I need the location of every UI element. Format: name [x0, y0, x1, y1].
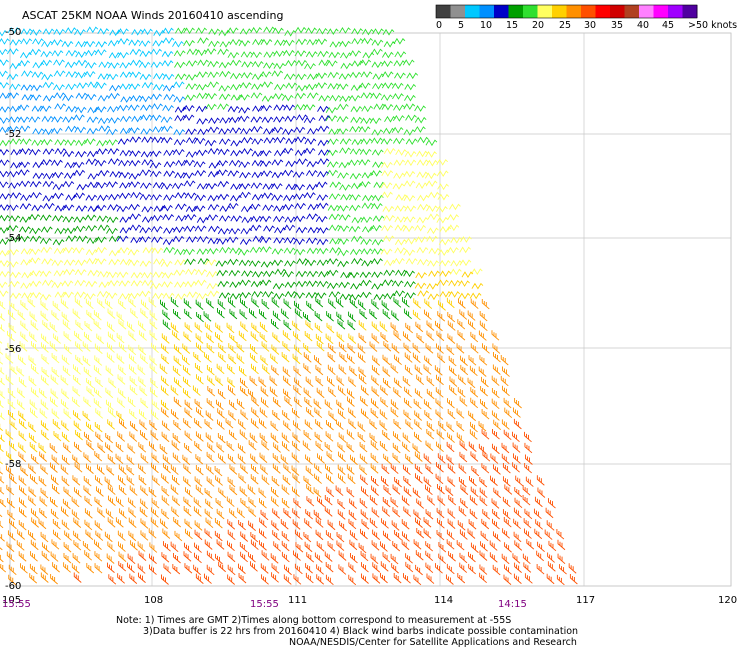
note-line-1: Note: 1) Times are GMT 2)Times along bot… — [116, 615, 512, 626]
legend-label-50plus: >50 knots — [688, 20, 738, 31]
time-label-1: 15:55 — [2, 599, 31, 610]
wind-barbs — [0, 26, 578, 586]
wind-barb-group — [0, 104, 331, 246]
lon-label-111: 111 — [288, 595, 307, 606]
colorbar-swatch — [537, 5, 553, 18]
colorbar-swatch — [479, 5, 495, 18]
legend-label-40: 40 — [637, 20, 650, 31]
lat-label-56: -56 — [5, 344, 21, 355]
map-title: ASCAT 25KM NOAA Winds 20160410 ascending — [22, 9, 284, 22]
wind-barb-group — [0, 147, 483, 421]
colorbar-swatch — [668, 5, 683, 18]
colorbar-swatch — [465, 5, 480, 18]
time-label-2: 15:55 — [250, 599, 279, 610]
wind-barb-group — [0, 26, 185, 91]
wind-barb-group — [0, 270, 484, 465]
lat-label-50: -50 — [5, 27, 21, 38]
note-line-2: 3)Data buffer is 22 hrs from 20160410 4)… — [143, 626, 579, 637]
colorbar-swatch — [653, 5, 669, 18]
wind-barb-group — [0, 26, 438, 257]
lat-label-52: -52 — [5, 129, 21, 140]
legend-label-30: 30 — [584, 20, 597, 31]
legend-label-5: 5 — [458, 20, 465, 31]
colorbar-swatch — [523, 5, 538, 18]
time-label-3: 14:15 — [498, 599, 527, 610]
legend-label-25: 25 — [559, 20, 572, 31]
legend-label-20: 20 — [532, 20, 545, 31]
legend-label-35: 35 — [611, 20, 624, 31]
lat-label-54: -54 — [5, 233, 21, 244]
wind-barb-group — [73, 418, 578, 586]
colorbar-swatch — [682, 5, 698, 18]
colorbar-swatch — [639, 5, 654, 18]
lon-label-117: 117 — [576, 595, 595, 606]
wind-speed-colorbar — [435, 4, 698, 19]
colorbar-frame — [435, 4, 698, 19]
map-frame — [9, 32, 732, 587]
colorbar-swatch — [566, 5, 582, 18]
colorbar-swatch — [436, 5, 451, 18]
note-line-3: NOAA/NESDIS/Center for Satellite Applica… — [289, 637, 577, 648]
colorbar-swatch — [610, 5, 625, 18]
colorbar-swatch — [581, 5, 596, 18]
colorbar-swatch — [508, 5, 524, 18]
wind-barb-group — [0, 84, 186, 136]
lon-label-120: 120 — [718, 595, 737, 606]
wind-barb-group — [0, 298, 522, 586]
lon-label-105: 105 — [2, 595, 21, 606]
lon-label-114: 114 — [434, 595, 453, 606]
colorbar-swatch — [595, 5, 611, 18]
legend-label-15: 15 — [506, 20, 519, 31]
lat-lon-grid — [9, 32, 732, 587]
lat-label-58: -58 — [5, 459, 21, 470]
legend-label-10: 10 — [480, 20, 493, 31]
axis-labels: 105 108 111 114 117 120 -50 -52 -54 -56 … — [2, 27, 737, 610]
colorbar-swatch — [624, 5, 640, 18]
colorbar-swatch — [494, 5, 509, 18]
lat-label-60: -60 — [5, 581, 21, 592]
legend-label-45: 45 — [662, 20, 675, 31]
colorbar-swatch — [552, 5, 567, 18]
wind-barb-group — [0, 213, 416, 331]
legend-label-0: 0 — [436, 20, 443, 31]
colorbar-swatch — [450, 5, 466, 18]
lon-label-108: 108 — [144, 595, 163, 606]
